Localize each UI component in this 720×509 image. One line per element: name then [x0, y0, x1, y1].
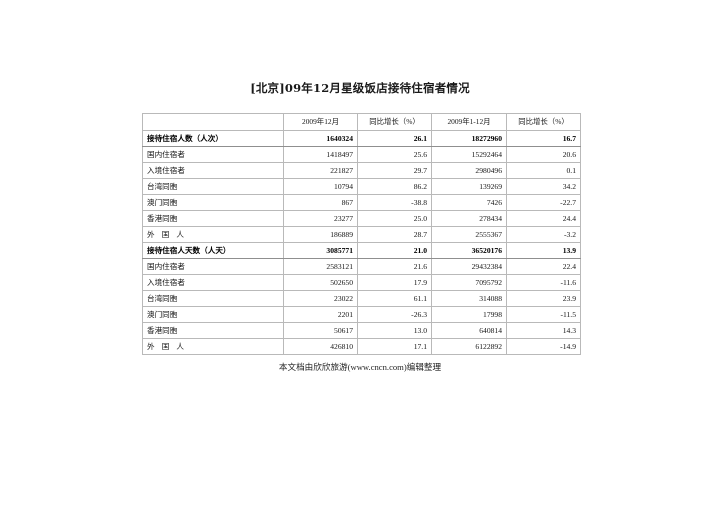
- row-label: 香港同胞: [142, 322, 284, 339]
- cell-month: 1418497: [283, 146, 358, 163]
- table-row: 台湾同胞 23022 61.1 314088 23.9: [142, 290, 581, 307]
- cell-ytd-yoy: 24.4: [506, 210, 581, 227]
- row-label: 台湾同胞: [142, 178, 284, 195]
- cell-month-yoy: 29.7: [357, 162, 432, 179]
- table-row: 台湾同胞 10794 86.2 139269 34.2: [142, 178, 581, 195]
- cell-ytd-yoy: -3.2: [506, 226, 581, 243]
- row-label: 香港同胞: [142, 210, 284, 227]
- cell-ytd-yoy: 16.7: [506, 130, 581, 147]
- cell-ytd-yoy: -22.7: [506, 194, 581, 211]
- cell-ytd-yoy: 14.3: [506, 322, 581, 339]
- cell-ytd-yoy: 34.2: [506, 178, 581, 195]
- table-row: 接待住宿人数（人次） 1640324 26.1 18272960 16.7: [142, 130, 581, 147]
- column-header-ytd-yoy: 同比增长（%）: [506, 113, 581, 131]
- cell-month-yoy: 17.1: [357, 338, 432, 355]
- row-label: 国内住宿者: [142, 146, 284, 163]
- cell-month: 23022: [283, 290, 358, 307]
- table-row: 入境住宿者 221827 29.7 2980496 0.1: [142, 162, 581, 179]
- table-header: 2009年12月 同比增长（%） 2009年1-12月 同比增长（%）: [142, 113, 581, 131]
- cell-ytd: 139269: [431, 178, 507, 195]
- cell-month-yoy: 21.0: [357, 242, 432, 259]
- cell-ytd-yoy: -14.9: [506, 338, 581, 355]
- cell-month-yoy: 21.6: [357, 258, 432, 275]
- cell-ytd: 36520176: [431, 242, 507, 259]
- cell-month-yoy: -26.3: [357, 306, 432, 323]
- row-label: 台湾同胞: [142, 290, 284, 307]
- cell-month: 2201: [283, 306, 358, 323]
- cell-ytd: 29432384: [431, 258, 507, 275]
- page-title: [北京]09年12月星级饭店接待住宿者情况: [250, 81, 470, 95]
- cell-ytd: 7426: [431, 194, 507, 211]
- cell-ytd-yoy: 22.4: [506, 258, 581, 275]
- table-body: 接待住宿人数（人次） 1640324 26.1 18272960 16.7 国内住宿者 14…: [142, 130, 581, 355]
- cell-ytd: 2980496: [431, 162, 507, 179]
- cell-ytd-yoy: 23.9: [506, 290, 581, 307]
- cell-month: 10794: [283, 178, 358, 195]
- row-label: 澳门同胞: [142, 306, 284, 323]
- cell-month: 426810: [283, 338, 358, 355]
- cell-month: 186889: [283, 226, 358, 243]
- table-row: 香港同胞 23277 25.0 278434 24.4: [142, 210, 581, 227]
- cell-month-yoy: 28.7: [357, 226, 432, 243]
- cell-month: 502650: [283, 274, 358, 291]
- cell-month: 2583121: [283, 258, 358, 275]
- cell-month-yoy: 13.0: [357, 322, 432, 339]
- table-row: 国内住宿者 1418497 25.6 15292464 20.6: [142, 146, 581, 163]
- table-row: 香港同胞 50617 13.0 640814 14.3: [142, 322, 581, 339]
- row-label: 入境住宿者: [142, 274, 284, 291]
- cell-month-yoy: 25.0: [357, 210, 432, 227]
- table-header-row: 2009年12月 同比增长（%） 2009年1-12月 同比增长（%）: [142, 113, 581, 131]
- cell-month: 221827: [283, 162, 358, 179]
- cell-ytd-yoy: -11.5: [506, 306, 581, 323]
- document-footer: 本文档由欣欣旅游(www.cncn.com)编辑整理: [278, 362, 442, 372]
- row-label: 接待住宿人数（人次）: [142, 130, 284, 147]
- cell-ytd: 7095792: [431, 274, 507, 291]
- cell-month-yoy: 25.6: [357, 146, 432, 163]
- cell-month-yoy: -38.8: [357, 194, 432, 211]
- cell-ytd: 6122892: [431, 338, 507, 355]
- cell-ytd: 314088: [431, 290, 507, 307]
- row-label: 入境住宿者: [142, 162, 284, 179]
- statistics-table-container: 2009年12月 同比增长（%） 2009年1-12月 同比增长（%） 接待住宿…: [142, 113, 581, 355]
- cell-month: 3085771: [283, 242, 358, 259]
- cell-ytd-yoy: 20.6: [506, 146, 581, 163]
- cell-month: 23277: [283, 210, 358, 227]
- table-row: 外 国 人 426810 17.1 6122892 -14.9: [142, 338, 581, 355]
- cell-month: 50617: [283, 322, 358, 339]
- cell-ytd-yoy: 13.9: [506, 242, 581, 259]
- cell-ytd: 15292464: [431, 146, 507, 163]
- cell-month-yoy: 61.1: [357, 290, 432, 307]
- column-header-label: [142, 113, 284, 131]
- statistics-table: 2009年12月 同比增长（%） 2009年1-12月 同比增长（%） 接待住宿…: [142, 113, 581, 355]
- cell-month: 867: [283, 194, 358, 211]
- table-row: 接待住宿人天数（人天） 3085771 21.0 36520176 13.9: [142, 242, 581, 259]
- cell-ytd: 2555367: [431, 226, 507, 243]
- row-label: 接待住宿人天数（人天）: [142, 242, 284, 259]
- cell-month-yoy: 86.2: [357, 178, 432, 195]
- table-row: 澳门同胞 2201 -26.3 17998 -11.5: [142, 306, 581, 323]
- column-header-month-yoy: 同比增长（%）: [357, 113, 432, 131]
- row-label: 外 国 人: [142, 338, 284, 355]
- cell-month-yoy: 26.1: [357, 130, 432, 147]
- cell-month: 1640324: [283, 130, 358, 147]
- row-label: 外 国 人: [142, 226, 284, 243]
- row-label: 国内住宿者: [142, 258, 284, 275]
- column-header-month: 2009年12月: [283, 113, 358, 131]
- table-row: 澳门同胞 867 -38.8 7426 -22.7: [142, 194, 581, 211]
- column-header-ytd: 2009年1-12月: [431, 113, 507, 131]
- cell-ytd: 17998: [431, 306, 507, 323]
- cell-ytd: 278434: [431, 210, 507, 227]
- cell-ytd: 640814: [431, 322, 507, 339]
- cell-month-yoy: 17.9: [357, 274, 432, 291]
- cell-ytd: 18272960: [431, 130, 507, 147]
- cell-ytd-yoy: 0.1: [506, 162, 581, 179]
- table-row: 国内住宿者 2583121 21.6 29432384 22.4: [142, 258, 581, 275]
- table-row: 入境住宿者 502650 17.9 7095792 -11.6: [142, 274, 581, 291]
- table-row: 外 国 人 186889 28.7 2555367 -3.2: [142, 226, 581, 243]
- row-label: 澳门同胞: [142, 194, 284, 211]
- cell-ytd-yoy: -11.6: [506, 274, 581, 291]
